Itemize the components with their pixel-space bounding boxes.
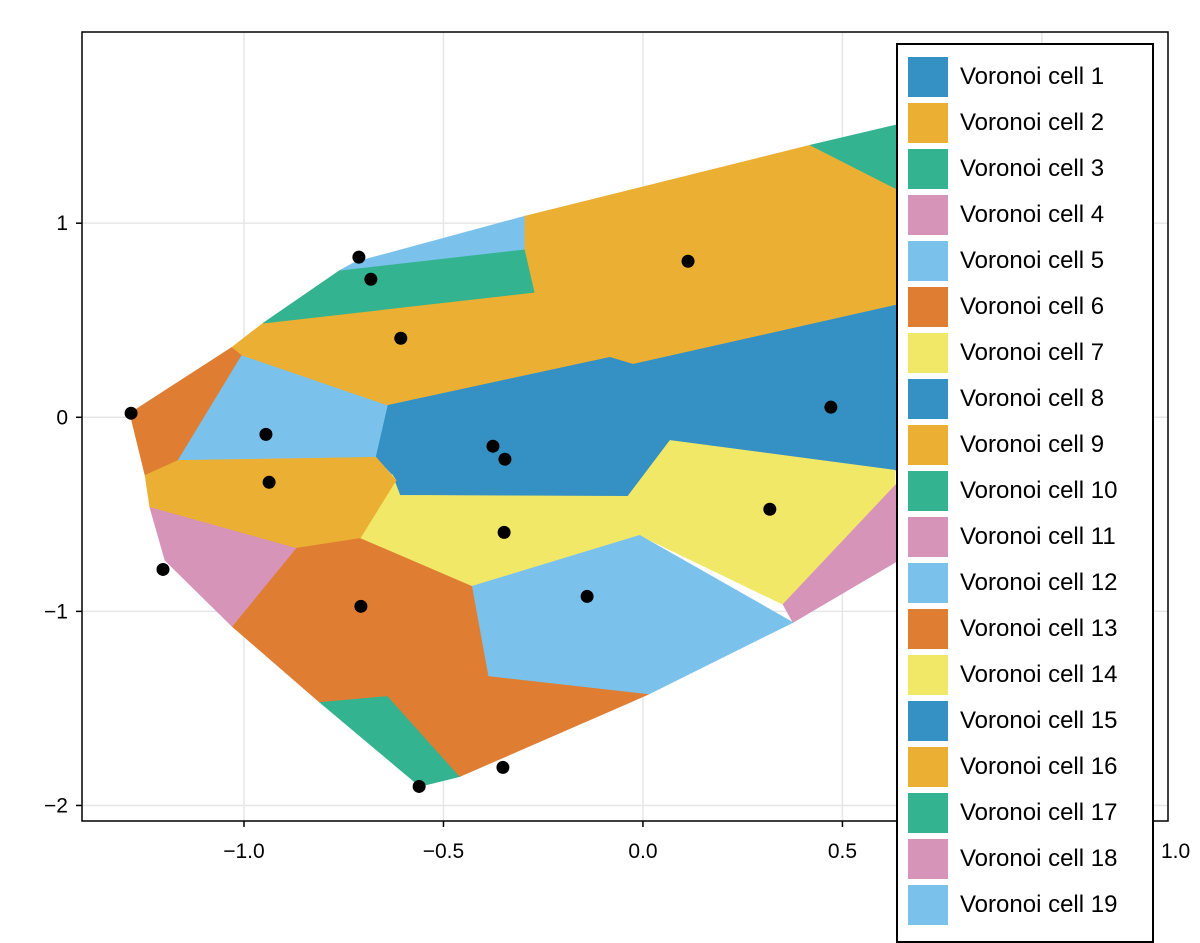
x-tick-label: −0.5 xyxy=(423,840,464,863)
legend-entry: Voronoi cell 8 xyxy=(908,379,1104,419)
legend-entry: Voronoi cell 14 xyxy=(908,655,1117,695)
seed-point xyxy=(354,599,368,613)
legend: Voronoi cell 1 Voronoi cell 2 Voronoi cell… xyxy=(896,43,1154,943)
legend-entry: Voronoi cell 18 xyxy=(908,839,1117,879)
seed-point xyxy=(486,439,500,453)
legend-swatch xyxy=(908,563,948,603)
seed-point xyxy=(394,331,408,345)
legend-label: Voronoi cell 13 xyxy=(960,615,1118,642)
legend-label: Voronoi cell 2 xyxy=(960,109,1105,136)
seed-point xyxy=(364,272,378,286)
y-tick-label: −2 xyxy=(44,794,68,817)
voronoi-cell xyxy=(387,676,650,777)
legend-entry: Voronoi cell 9 xyxy=(908,425,1104,465)
legend-entry: Voronoi cell 16 xyxy=(908,747,1117,787)
legend-swatch xyxy=(908,379,948,419)
seed-point xyxy=(259,427,273,441)
legend-swatch xyxy=(908,609,948,649)
legend-label: Voronoi cell 16 xyxy=(960,753,1118,780)
legend-entry: Voronoi cell 1 xyxy=(908,57,1104,97)
legend-swatch xyxy=(908,287,948,327)
legend-entry: Voronoi cell 3 xyxy=(908,149,1104,189)
legend-label: Voronoi cell 19 xyxy=(960,891,1118,918)
y-tick-label: 1 xyxy=(56,212,68,235)
legend-swatch xyxy=(908,241,948,281)
legend-label: Voronoi cell 6 xyxy=(960,293,1105,320)
seed-points xyxy=(124,250,838,793)
legend-entry: Voronoi cell 5 xyxy=(908,241,1104,281)
legend-label: Voronoi cell 14 xyxy=(960,661,1118,688)
legend-label: Voronoi cell 1 xyxy=(960,63,1105,90)
legend-label: Voronoi cell 9 xyxy=(960,431,1105,458)
seed-point xyxy=(824,400,838,414)
legend-swatch xyxy=(908,839,948,879)
seed-point xyxy=(156,562,170,576)
legend-entry: Voronoi cell 12 xyxy=(908,563,1117,603)
legend-label: Voronoi cell 7 xyxy=(960,339,1105,366)
legend-swatch xyxy=(908,701,948,741)
legend-swatch xyxy=(908,471,948,511)
legend-swatch xyxy=(908,103,948,143)
legend-entry: Voronoi cell 17 xyxy=(908,793,1117,833)
legend-entry: Voronoi cell 4 xyxy=(908,195,1104,235)
x-tick-label: 0.5 xyxy=(828,840,857,863)
legend-entry: Voronoi cell 13 xyxy=(908,609,1117,649)
voronoi-cell xyxy=(149,506,297,627)
legend-entry: Voronoi cell 7 xyxy=(908,333,1104,373)
legend-label: Voronoi cell 8 xyxy=(960,385,1105,412)
legend-label: Voronoi cell 15 xyxy=(960,707,1118,734)
seed-point xyxy=(262,475,276,489)
legend-swatch xyxy=(908,149,948,189)
seed-point xyxy=(681,254,695,268)
legend-label: Voronoi cell 18 xyxy=(960,845,1118,872)
legend-entry: Voronoi cell 11 xyxy=(908,517,1116,557)
legend-swatch xyxy=(908,793,948,833)
legend-swatch xyxy=(908,747,948,787)
legend-entry: Voronoi cell 2 xyxy=(908,103,1104,143)
legend-swatch xyxy=(908,57,948,97)
x-tick-label: 0.0 xyxy=(628,840,657,863)
seed-point xyxy=(580,589,594,603)
seed-point xyxy=(497,525,511,539)
legend-label: Voronoi cell 10 xyxy=(960,477,1118,504)
y-tick-label: −1 xyxy=(44,600,68,623)
legend-label: Voronoi cell 11 xyxy=(960,523,1116,550)
tick-labels: −1.0 −0.5 0.0 0.5 1.0 1 0 −1 −2 xyxy=(44,212,1190,863)
legend-swatch xyxy=(908,333,948,373)
legend-entry: Voronoi cell 10 xyxy=(908,471,1117,511)
x-tick-label: 1.0 xyxy=(1161,840,1190,863)
legend-label: Voronoi cell 4 xyxy=(960,201,1105,228)
x-tick-label: −1.0 xyxy=(223,840,264,863)
legend-swatch xyxy=(908,517,948,557)
seed-point xyxy=(352,250,366,264)
legend-label: Voronoi cell 17 xyxy=(960,799,1118,826)
seed-point xyxy=(496,760,510,774)
legend-entry: Voronoi cell 6 xyxy=(908,287,1104,327)
seed-point xyxy=(412,779,426,793)
legend-label: Voronoi cell 12 xyxy=(960,569,1118,596)
legend-swatch xyxy=(908,195,948,235)
legend-entry: Voronoi cell 15 xyxy=(908,701,1117,741)
legend-swatch xyxy=(908,425,948,465)
axes-frame xyxy=(81,31,1169,822)
seed-point xyxy=(763,502,777,516)
legend-entry: Voronoi cell 19 xyxy=(908,885,1117,925)
seed-point xyxy=(124,406,138,420)
legend-swatch xyxy=(908,885,948,925)
legend-label: Voronoi cell 3 xyxy=(960,155,1105,182)
legend-swatch xyxy=(908,655,948,695)
voronoi-cells xyxy=(129,109,1001,787)
legend-label: Voronoi cell 5 xyxy=(960,247,1105,274)
seed-point xyxy=(498,452,512,466)
y-tick-label: 0 xyxy=(56,406,68,429)
